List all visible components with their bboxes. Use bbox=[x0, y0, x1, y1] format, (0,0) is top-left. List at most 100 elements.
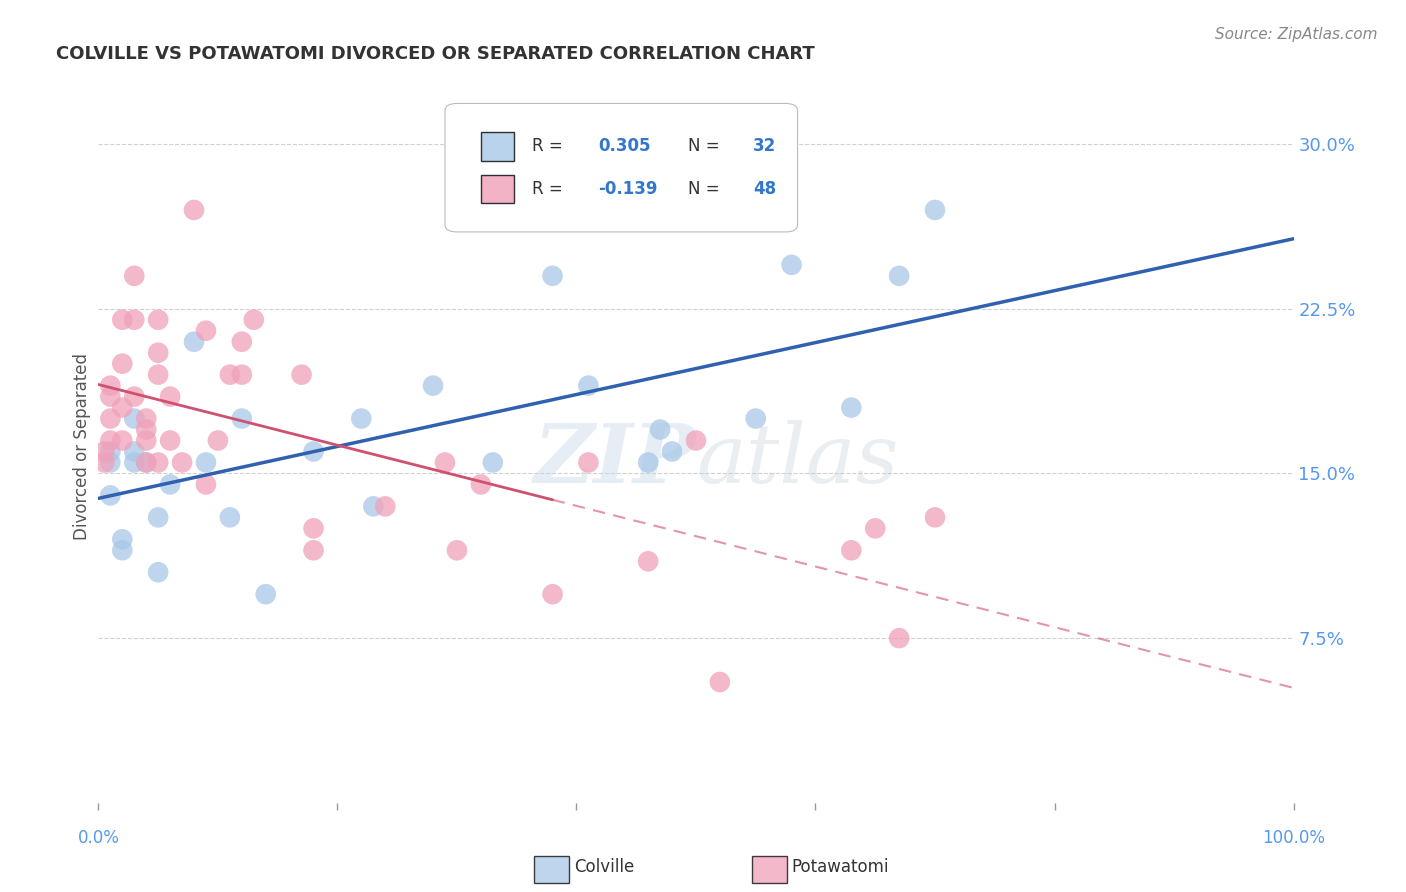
Point bbox=[541, 587, 564, 601]
Point bbox=[243, 312, 266, 326]
Y-axis label: Divorced or Separated: Divorced or Separated bbox=[73, 352, 91, 540]
Text: Source: ZipAtlas.com: Source: ZipAtlas.com bbox=[1215, 27, 1378, 42]
Point bbox=[98, 488, 122, 502]
Point bbox=[841, 543, 863, 558]
Point bbox=[93, 455, 115, 469]
Point bbox=[148, 566, 170, 580]
FancyBboxPatch shape bbox=[444, 103, 797, 232]
Point bbox=[148, 345, 170, 359]
FancyBboxPatch shape bbox=[481, 175, 515, 203]
Point bbox=[159, 477, 181, 491]
Point bbox=[111, 357, 134, 371]
Text: COLVILLE VS POTAWATOMI DIVORCED OR SEPARATED CORRELATION CHART: COLVILLE VS POTAWATOMI DIVORCED OR SEPAR… bbox=[56, 45, 815, 62]
Point bbox=[124, 411, 146, 425]
Point bbox=[194, 455, 218, 469]
Point bbox=[98, 444, 122, 458]
Point bbox=[374, 500, 396, 514]
Point bbox=[98, 434, 122, 448]
Point bbox=[302, 543, 325, 558]
Point bbox=[111, 401, 134, 415]
Point bbox=[135, 423, 157, 437]
Point bbox=[135, 411, 157, 425]
Point bbox=[98, 378, 122, 392]
Point bbox=[124, 390, 146, 404]
Text: 32: 32 bbox=[754, 137, 776, 155]
Point bbox=[148, 368, 170, 382]
Text: 48: 48 bbox=[754, 180, 776, 198]
Text: ZIP: ZIP bbox=[533, 420, 696, 500]
Point bbox=[219, 368, 242, 382]
Point bbox=[194, 324, 218, 338]
Point bbox=[231, 411, 253, 425]
Point bbox=[93, 444, 115, 458]
Text: N =: N = bbox=[688, 180, 724, 198]
Point bbox=[924, 510, 946, 524]
Text: 0.0%: 0.0% bbox=[77, 829, 120, 847]
Point bbox=[685, 434, 707, 448]
Point bbox=[470, 477, 492, 491]
Point bbox=[135, 455, 157, 469]
Point bbox=[124, 455, 146, 469]
Point bbox=[576, 455, 599, 469]
Text: -0.139: -0.139 bbox=[598, 180, 658, 198]
Point bbox=[148, 455, 170, 469]
Point bbox=[661, 444, 683, 458]
Point bbox=[183, 202, 205, 217]
Point bbox=[446, 543, 468, 558]
Point bbox=[350, 411, 373, 425]
Point bbox=[124, 444, 146, 458]
Point bbox=[159, 390, 181, 404]
Text: Potawatomi: Potawatomi bbox=[792, 858, 889, 876]
Point bbox=[207, 434, 229, 448]
FancyBboxPatch shape bbox=[481, 132, 515, 161]
Point bbox=[302, 444, 325, 458]
Point bbox=[863, 521, 887, 535]
Point bbox=[98, 390, 122, 404]
Point bbox=[648, 423, 672, 437]
Point bbox=[924, 202, 946, 217]
Point bbox=[541, 268, 564, 283]
Point bbox=[194, 477, 218, 491]
Point bbox=[159, 434, 181, 448]
Point bbox=[111, 312, 134, 326]
Point bbox=[481, 455, 505, 469]
Point bbox=[302, 521, 325, 535]
Point bbox=[889, 268, 911, 283]
Point bbox=[124, 268, 146, 283]
Point bbox=[111, 543, 134, 558]
Point bbox=[98, 455, 122, 469]
Point bbox=[363, 500, 385, 514]
Text: 100.0%: 100.0% bbox=[1263, 829, 1324, 847]
Point bbox=[183, 334, 205, 349]
Text: Colville: Colville bbox=[574, 858, 634, 876]
Point bbox=[709, 675, 731, 690]
Point bbox=[254, 587, 277, 601]
Point bbox=[98, 411, 122, 425]
Point bbox=[135, 434, 157, 448]
Point bbox=[135, 455, 157, 469]
Point bbox=[111, 533, 134, 547]
Point bbox=[745, 411, 768, 425]
Point bbox=[124, 312, 146, 326]
Point bbox=[780, 258, 803, 272]
Text: 0.305: 0.305 bbox=[598, 137, 651, 155]
Point bbox=[291, 368, 314, 382]
Point bbox=[841, 401, 863, 415]
Point bbox=[231, 334, 253, 349]
Point bbox=[148, 312, 170, 326]
Text: atlas: atlas bbox=[696, 420, 898, 500]
Point bbox=[148, 510, 170, 524]
Point bbox=[433, 455, 456, 469]
Point bbox=[231, 368, 253, 382]
Point bbox=[172, 455, 194, 469]
Point bbox=[637, 455, 659, 469]
Point bbox=[576, 378, 599, 392]
Point bbox=[219, 510, 242, 524]
Text: R =: R = bbox=[533, 180, 568, 198]
Point bbox=[111, 434, 134, 448]
Text: R =: R = bbox=[533, 137, 568, 155]
Point bbox=[889, 631, 911, 645]
Text: N =: N = bbox=[688, 137, 724, 155]
Point bbox=[637, 554, 659, 568]
Point bbox=[422, 378, 444, 392]
